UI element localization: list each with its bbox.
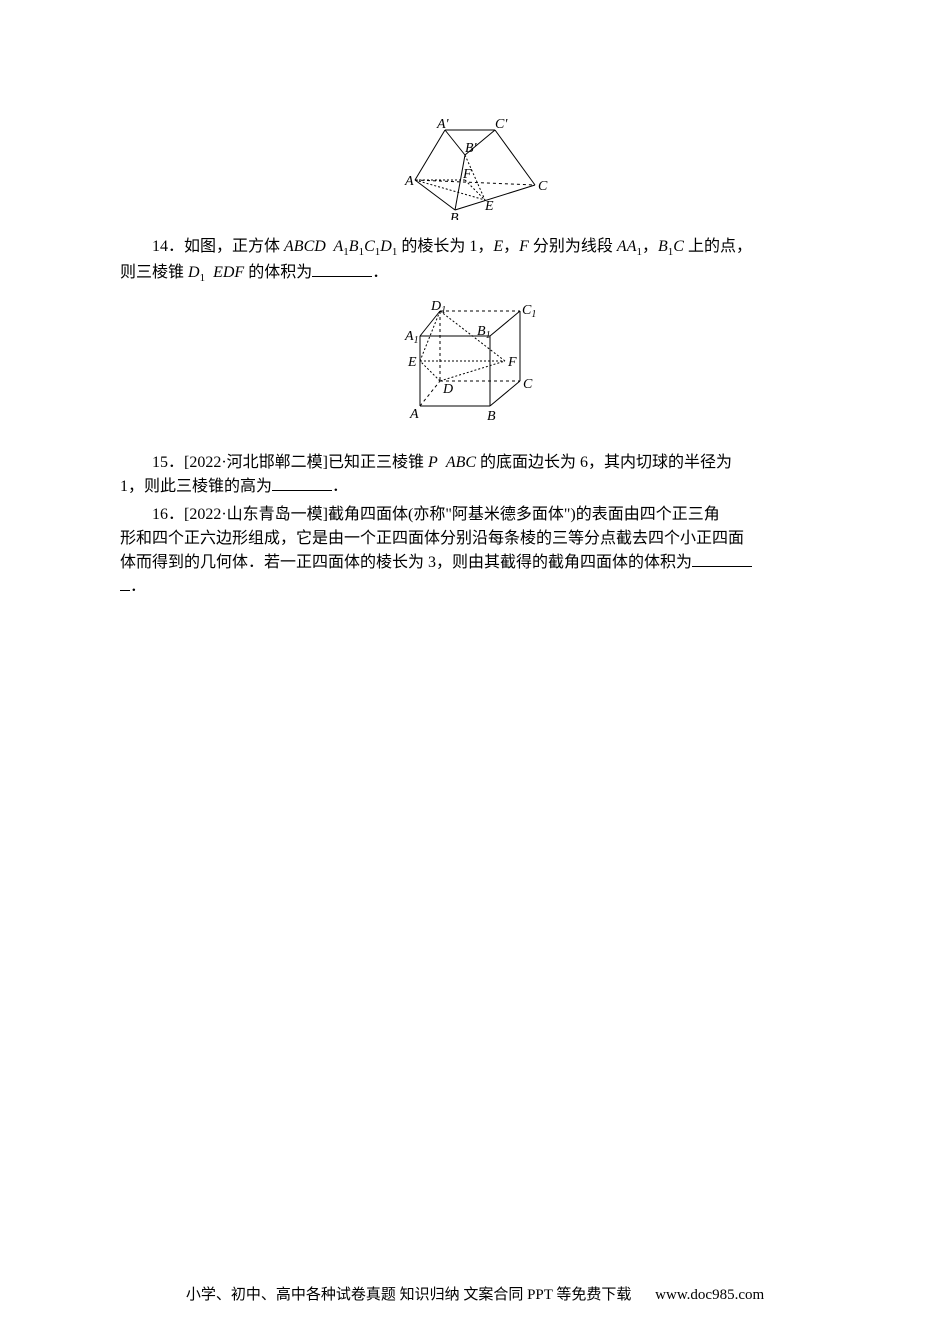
p14-cube3: C — [364, 238, 375, 255]
p14-BC: B — [658, 238, 668, 255]
p15-P: P — [428, 454, 438, 471]
p16-line3: 体而得到的几何体．若一正四面体的棱长为 3，则由其截得的截角四面体的体积为 — [120, 554, 692, 571]
p15-period: ． — [332, 478, 348, 495]
p14-D: D — [188, 264, 200, 281]
problem-14: 14．如图，正方体 ABCD ­ A1B1C1D1 的棱长为 1，E，F 分别为… — [120, 235, 830, 286]
problem-16-line4: ． — [120, 575, 830, 599]
problem-15: 15．[2022·河北邯郸二模]已知正三棱锥 P ­ ABC 的底面边长为 6，… — [120, 451, 830, 499]
label-D1: D1 — [430, 299, 446, 316]
problem-14-line2: 则三棱锥 D1 ­ EDF 的体积为． — [120, 261, 830, 287]
label-Cp: C' — [495, 117, 508, 132]
p14-mid3: 上的点， — [684, 238, 752, 255]
figure-1-svg: A' C' B' A B C E F — [395, 110, 555, 220]
page-footer: 小学、初中、高中各种试卷真题 知识归纳 文案合同 PPT 等免费下载 www.d… — [0, 1283, 950, 1304]
problem-16-line1: 16．[2022·山东青岛一模]截角四面体(亦称"阿基米德多面体")的表面由四个… — [120, 503, 830, 527]
p16-line2: 形和四个正六边形组成，它是由一个正四面体分别沿每条棱的三等分点截去四个小正四面 — [120, 530, 744, 547]
p14-pyramid: ­ EDF — [205, 264, 244, 281]
p14-cube1: ABCD ­ A — [284, 238, 343, 255]
p14-line2-text: 则三棱锥 — [120, 264, 188, 281]
problem-15-line1: 15．[2022·河北邯郸二模]已知正三棱锥 P ­ ABC 的底面边长为 6，… — [120, 451, 830, 475]
problem-15-line2: 1，则此三棱锥的高为 ． — [120, 475, 830, 499]
p14-BC2: C — [673, 238, 684, 255]
label-A2: A — [409, 407, 419, 422]
label-B2: B — [487, 409, 496, 424]
label-E2: E — [407, 355, 417, 370]
label-C1: C1 — [522, 303, 536, 320]
p14-blank — [312, 276, 372, 277]
label-A: A — [404, 174, 414, 189]
p15-ABC: ABC — [446, 454, 476, 471]
p15-text1: 已知正三棱锥 — [328, 454, 428, 471]
figure-2: D1 C1 A1 B1 E F A B C D — [120, 296, 830, 441]
problem-16-line3: 体而得到的几何体．若一正四面体的棱长为 3，则由其截得的截角四面体的体积为 — [120, 551, 830, 575]
p15-number: 15． — [152, 454, 184, 471]
problem-16-line2: 形和四个正六边形组成，它是由一个正四面体分别沿每条棱的三等分点截去四个小正四面 — [120, 527, 830, 551]
label-F: F — [462, 167, 472, 182]
p14-text1: 如图，正方体 — [184, 238, 284, 255]
label-F2: F — [507, 355, 517, 370]
p15-text2: 的底面边长为 6，其内切球的半径为 — [476, 454, 732, 471]
p16-blank — [692, 566, 752, 567]
p14-cube2: B — [349, 238, 359, 255]
label-A1: A1 — [404, 329, 419, 346]
label-C2: C — [523, 377, 533, 392]
problem-16: 16．[2022·山东青岛一模]截角四面体(亦称"阿基米德多面体")的表面由四个… — [120, 503, 830, 599]
label-B: B — [450, 211, 459, 220]
figure-1: A' C' B' A B C E F — [120, 110, 830, 225]
label-Ap: A' — [436, 117, 450, 132]
p14-c2: ， — [642, 238, 658, 255]
p16-blank2 — [120, 590, 130, 591]
p16-source: [2022·山东青岛一模] — [184, 506, 328, 523]
label-B1: B1 — [477, 324, 491, 341]
label-E: E — [484, 199, 494, 214]
p14-mid2: 分别为线段 — [529, 238, 617, 255]
p16-number: 16． — [152, 506, 184, 523]
p14-cube4: D — [380, 238, 392, 255]
p14-end: 的体积为 — [244, 264, 312, 281]
p14-F: F — [519, 238, 529, 255]
label-D2: D — [442, 382, 453, 397]
figure-2-svg: D1 C1 A1 B1 E F A B C D — [395, 296, 555, 436]
p14-E: E — [493, 238, 503, 255]
p15-dash: ­ — [438, 454, 446, 471]
label-C: C — [538, 179, 548, 194]
problem-14-line1: 14．如图，正方体 ABCD ­ A1B1C1D1 的棱长为 1，E，F 分别为… — [120, 235, 830, 261]
p14-mid1: 的棱长为 1， — [397, 238, 493, 255]
p15-source: [2022·河北邯郸二模] — [184, 454, 328, 471]
p16-line4: ． — [130, 578, 146, 595]
p16-text1: 截角四面体(亦称"阿基米德多面体")的表面由四个正三角 — [328, 506, 720, 523]
footer-text: 小学、初中、高中各种试卷真题 知识归纳 文案合同 PPT 等免费下载 — [186, 1287, 632, 1303]
p14-number: 14． — [152, 238, 184, 255]
p14-c1: ， — [503, 238, 519, 255]
p14-period: ． — [372, 264, 388, 281]
p14-AA: AA — [617, 238, 637, 255]
label-Bp: B' — [465, 141, 478, 156]
p15-blank — [272, 490, 332, 491]
p15-line2: 1，则此三棱锥的高为 — [120, 478, 272, 495]
footer-url: www.doc985.com — [655, 1287, 764, 1303]
